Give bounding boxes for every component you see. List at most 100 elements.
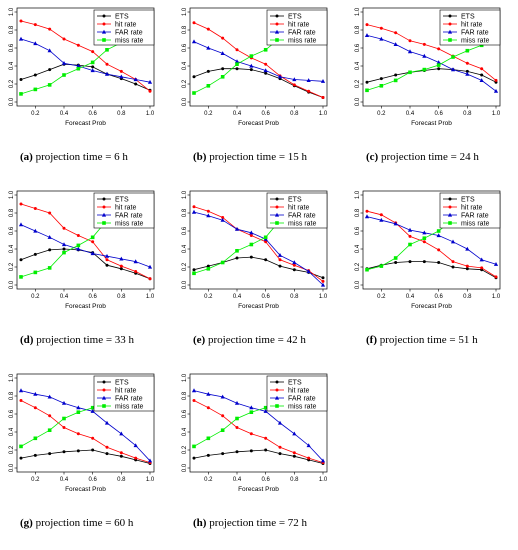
plot-frame xyxy=(189,373,328,473)
data-point xyxy=(47,235,52,239)
legend-marker xyxy=(275,38,279,42)
data-point xyxy=(249,54,254,58)
legend-marker xyxy=(275,205,279,209)
legend-entry: FAR rate xyxy=(461,212,489,219)
data-point xyxy=(235,62,239,66)
data-point xyxy=(436,60,441,64)
data-point xyxy=(192,91,196,95)
x-tick-label: 1.0 xyxy=(319,111,328,117)
data-point xyxy=(249,63,254,68)
data-point xyxy=(422,67,427,72)
data-point xyxy=(249,432,253,436)
legend-entry: ETS xyxy=(461,13,475,20)
data-point xyxy=(33,23,37,27)
data-point xyxy=(365,88,369,93)
y-tick-label: 0.6 xyxy=(9,409,15,418)
legend-marker xyxy=(102,221,106,225)
legend-marker xyxy=(447,212,453,217)
y-tick-label: 0.2 xyxy=(182,445,188,454)
series-line-far-rate xyxy=(193,390,324,462)
legend-entry: miss rate xyxy=(115,37,144,44)
data-point xyxy=(206,267,211,271)
y-tick-label: 0.8 xyxy=(182,391,188,400)
data-point xyxy=(292,77,297,82)
x-tick-label: 0.4 xyxy=(406,294,415,300)
data-point xyxy=(465,71,470,76)
data-point xyxy=(277,420,283,425)
data-point xyxy=(493,262,499,266)
data-point xyxy=(90,251,95,256)
data-point xyxy=(33,453,37,457)
y-tick-label: 0.0 xyxy=(182,97,188,106)
data-point xyxy=(19,78,23,81)
data-point xyxy=(90,60,95,65)
series-line-miss-rate xyxy=(366,33,497,91)
data-point xyxy=(277,74,283,79)
legend-marker xyxy=(274,395,280,400)
data-point xyxy=(62,450,66,454)
y-tick-label: 0.0 xyxy=(9,280,15,289)
data-point xyxy=(62,426,66,429)
x-tick-label: 0.6 xyxy=(261,111,270,117)
legend-entry: ETS xyxy=(288,196,302,203)
data-point xyxy=(91,65,95,69)
data-point xyxy=(134,270,138,273)
data-point xyxy=(408,234,412,238)
chart-panel-b: 0.0 0.2 0.4 0.6 0.8 1.0 0.2 0.4 0.6 0.8 1.0 Forecas… xyxy=(182,7,328,163)
data-point xyxy=(105,258,109,262)
data-point xyxy=(191,39,197,44)
x-axis-label: Forecast Prob xyxy=(65,486,106,493)
data-point xyxy=(249,449,253,453)
legend-marker xyxy=(101,395,107,400)
data-point xyxy=(264,71,268,75)
y-tick-label: 0.2 xyxy=(9,445,15,454)
chart-panel-e: 0.0 0.2 0.4 0.6 0.8 1.0 0.2 0.4 0.6 0.8 1.0 Forecas… xyxy=(182,190,328,346)
y-tick-label: 1.0 xyxy=(9,190,15,199)
x-tick-label: 1.0 xyxy=(146,477,155,483)
data-point xyxy=(263,235,268,240)
series-line-hit-rate xyxy=(20,400,151,463)
panel-caption: (d) projection time = 33 h xyxy=(20,334,135,346)
data-point xyxy=(465,267,469,271)
data-point xyxy=(62,416,66,421)
data-point xyxy=(465,246,470,251)
data-point xyxy=(422,236,427,240)
data-point xyxy=(320,458,326,463)
y-tick-label: 0.4 xyxy=(182,61,188,70)
data-point xyxy=(62,250,66,255)
legend-marker xyxy=(102,388,106,392)
chart-panel-g: 0.0 0.2 0.4 0.6 0.8 1.0 0.2 0.4 0.6 0.8 1.0 Forecas… xyxy=(9,373,155,529)
data-point xyxy=(19,399,23,402)
data-point xyxy=(235,48,239,52)
legend-entry: ETS xyxy=(115,196,129,203)
data-point xyxy=(19,202,23,206)
y-tick-label: 0.2 xyxy=(182,79,188,88)
data-point xyxy=(192,205,196,209)
legend-marker xyxy=(102,22,106,26)
data-point xyxy=(365,209,369,213)
data-point xyxy=(436,63,441,67)
data-point xyxy=(235,256,239,260)
data-point xyxy=(33,270,38,275)
data-point xyxy=(365,80,369,84)
y-tick-label: 0.2 xyxy=(355,262,361,271)
data-point xyxy=(19,19,23,23)
x-tick-label: 1.0 xyxy=(319,294,328,300)
data-point xyxy=(220,260,225,265)
data-point xyxy=(394,31,398,35)
series-line-hit-rate xyxy=(193,22,324,98)
legend-marker xyxy=(102,38,106,42)
data-point xyxy=(422,240,426,244)
data-point xyxy=(192,399,196,402)
x-tick-label: 0.2 xyxy=(31,111,40,117)
y-tick-label: 0.8 xyxy=(9,25,15,34)
y-tick-label: 1.0 xyxy=(9,373,15,382)
data-point xyxy=(365,23,369,27)
data-point xyxy=(206,69,210,73)
data-point xyxy=(379,26,383,30)
legend-marker xyxy=(101,29,107,34)
legend-marker xyxy=(448,197,452,201)
data-point xyxy=(480,67,484,71)
series-line-hit-rate xyxy=(366,210,497,278)
x-tick-label: 0.8 xyxy=(117,477,126,483)
